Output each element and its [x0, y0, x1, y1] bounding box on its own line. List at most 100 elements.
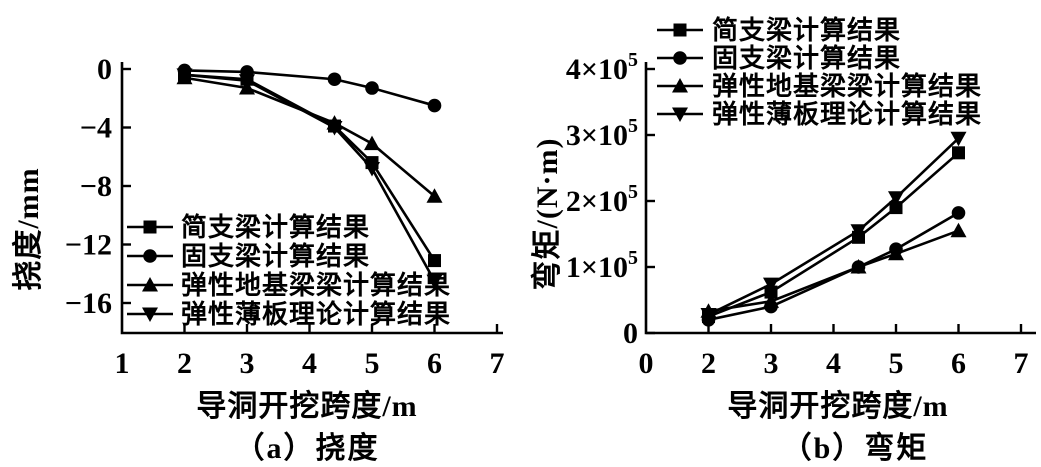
marker-circle — [427, 98, 442, 113]
chart-bending-moment: 0 2 3 4 5 6 7 0 1×105 2×105 3×105 4×105 简支梁计算结果 固支梁计算… — [520, 0, 1041, 467]
series-line — [707, 137, 960, 316]
y-tick-label-base: 0 — [97, 53, 112, 86]
marker-triangle-up — [850, 259, 867, 274]
y-tick-label: 1×105 — [566, 247, 638, 284]
y-tick-label: 0 — [623, 317, 638, 350]
caption-b: （b）弯矩 — [781, 432, 929, 465]
marker-circle — [951, 206, 966, 220]
marker-triangle-down — [950, 131, 967, 147]
y-tick-label-sup: 5 — [628, 49, 638, 71]
x-axis-title-b: 导洞开挖跨度/m — [727, 390, 949, 423]
x-tick-label: 7 — [1014, 347, 1029, 380]
marker-triangle-down — [426, 274, 443, 290]
marker-triangle-down — [326, 121, 343, 136]
axes — [120, 62, 503, 335]
legend-item: 固支梁计算结果 — [657, 43, 901, 73]
marker-square — [952, 146, 965, 160]
marker-triangle-down — [700, 308, 717, 323]
marker-circle — [143, 249, 157, 263]
y-tick-label: 4×105 — [566, 49, 638, 86]
y-tick-label-base: 0 — [623, 317, 638, 350]
y-tick-label-base: −4 — [80, 112, 112, 145]
legend-label: 弹性薄板理论计算结果 — [712, 99, 982, 129]
y-tick-label-base: −8 — [80, 170, 112, 203]
marker-triangle-up — [672, 78, 688, 93]
marker-triangle-down — [142, 307, 158, 322]
x-tick-label: 1 — [115, 347, 130, 380]
series-line — [708, 211, 960, 322]
marker-circle — [673, 51, 687, 65]
marker-triangle-up — [950, 222, 967, 238]
marker-triangle-down — [850, 224, 867, 239]
series-triangle-down — [176, 68, 443, 290]
legend-label: 弹性地基梁梁计算结果 — [181, 270, 451, 300]
legend-label: 弹性地基梁梁计算结果 — [712, 71, 982, 101]
y-tick-label-base: 1×10 — [566, 251, 628, 284]
x-tick-label: 3 — [240, 347, 255, 380]
marker-triangle-up — [888, 245, 904, 261]
marker-triangle-up — [142, 277, 158, 292]
y-tick-label: −16 — [65, 287, 112, 320]
marker-triangle-down — [672, 107, 688, 122]
marker-triangle-down — [239, 74, 255, 89]
marker-circle — [327, 72, 342, 87]
marker-triangle-down — [364, 161, 380, 177]
y-tick-label: −4 — [80, 112, 112, 145]
legend-label: 简支梁计算结果 — [712, 15, 901, 45]
y-tick-label: −12 — [65, 229, 112, 262]
marker-triangle-up — [763, 293, 779, 308]
chart-deflection: 1 2 3 4 5 6 7 0 −4 −8 −12 −16 简支梁计算结果 固支梁计算结果 弹性地基梁梁计算… — [0, 0, 520, 467]
marker-square — [889, 201, 903, 215]
legend-item: 弹性地基梁梁计算结果 — [127, 270, 451, 300]
x-tick-label: 7 — [490, 347, 505, 380]
series-triangle-up — [176, 69, 443, 203]
x-tick-label: 6 — [951, 347, 966, 380]
x-tick-label: 2 — [701, 347, 716, 380]
chart-bending-moment-plot: 0 2 3 4 5 6 701×1052×1053×1054×105简支梁计算结果固支梁计算… — [566, 15, 1036, 380]
marker-triangle-down — [763, 277, 779, 293]
x-tick-label: 4 — [302, 347, 317, 380]
x-axis-title-a: 导洞开挖跨度/m — [196, 390, 418, 423]
marker-square — [673, 23, 687, 37]
legend-item: 简支梁计算结果 — [127, 212, 370, 242]
caption-a: （a）挠度 — [234, 432, 380, 465]
marker-triangle-up — [426, 188, 443, 203]
x-tick-label: 0 — [639, 347, 654, 380]
marker-triangle-down — [888, 191, 904, 206]
y-tick-label-base: 2×10 — [566, 185, 628, 218]
x-tick-label: 4 — [826, 347, 841, 380]
y-tick-label-sup: 5 — [628, 181, 638, 203]
series-square — [702, 146, 965, 323]
y-tick-label-base: 4×10 — [566, 53, 628, 86]
series-line — [184, 69, 435, 107]
marker-circle — [365, 81, 379, 95]
y-tick-label-base: −12 — [65, 229, 112, 262]
legend-label: 弹性薄板理论计算结果 — [181, 299, 451, 329]
legend-item: 固支梁计算结果 — [127, 241, 370, 271]
x-tick-label: 5 — [889, 347, 904, 380]
x-tick-label: 5 — [365, 347, 380, 380]
y-tick-label: −8 — [80, 170, 112, 203]
legend-item: 简支梁计算结果 — [657, 15, 901, 45]
legend-label: 固支梁计算结果 — [181, 241, 370, 271]
series-circle — [177, 63, 442, 113]
y-tick-label-base: 3×10 — [566, 119, 628, 152]
x-tick-label: 3 — [764, 347, 779, 380]
chart-deflection-plot: 1 2 3 4 5 6 7 0 −4 −8 −12 −16 简支梁计算结果固支梁计算结果弹性地基梁梁计算… — [65, 53, 505, 380]
x-tick-label: 6 — [427, 347, 442, 380]
y-tick-label: 0 — [97, 53, 112, 86]
legend-item: 弹性薄板理论计算结果 — [127, 299, 451, 329]
legend-label: 固支梁计算结果 — [712, 43, 901, 73]
y-tick-label-sup: 5 — [628, 115, 638, 137]
series-circle — [701, 206, 966, 327]
marker-triangle-up — [364, 135, 380, 151]
marker-square — [143, 220, 157, 234]
y-axis-title-deflection: 挠度/mm — [12, 167, 45, 291]
legend-item: 弹性薄板理论计算结果 — [657, 99, 982, 129]
y-tick-label-base: −16 — [65, 287, 112, 320]
series-triangle-down — [700, 131, 967, 323]
legend-label: 简支梁计算结果 — [181, 212, 370, 242]
